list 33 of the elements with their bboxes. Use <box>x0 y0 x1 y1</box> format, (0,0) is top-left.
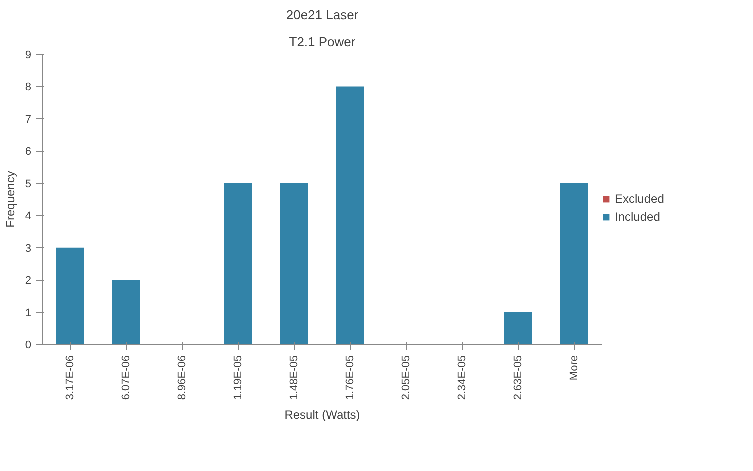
x-tick-label: 6.07E-06 <box>120 355 132 400</box>
y-tick-label: 6 <box>25 146 32 158</box>
y-tick-label: 9 <box>25 50 32 62</box>
bar <box>336 86 364 344</box>
legend-label: Excluded <box>615 192 664 206</box>
legend-label: Included <box>615 210 660 224</box>
x-tick-label: 2.63E-05 <box>512 355 524 400</box>
y-tick-label: 0 <box>25 340 32 352</box>
x-tick-label: 2.34E-05 <box>456 355 468 400</box>
x-tick-label: 1.76E-05 <box>344 355 356 400</box>
bar <box>504 312 532 344</box>
x-tick-label: 3.17E-06 <box>64 355 76 400</box>
y-tick-label: 2 <box>25 275 32 288</box>
x-tick-label: 8.96E-06 <box>176 355 188 400</box>
y-tick-label: 1 <box>25 307 32 320</box>
chart-title: 20e21 Laser <box>286 8 360 22</box>
x-axis-title: Result (Watts) <box>284 408 360 422</box>
bar <box>56 248 84 344</box>
x-tick-label: 2.05E-05 <box>400 355 412 400</box>
x-tick-label: 1.48E-05 <box>288 355 300 400</box>
y-tick-label: 8 <box>25 82 32 94</box>
bar <box>280 183 308 344</box>
y-tick-label: 5 <box>25 178 32 190</box>
y-tick-label: 3 <box>25 242 32 255</box>
chart-subtitle: T2.1 Power <box>289 34 356 50</box>
y-axis-title: Frequency <box>3 171 18 228</box>
x-tick-label: 1.19E-05 <box>232 355 244 400</box>
y-tick-label: 7 <box>25 114 32 126</box>
bar <box>224 183 252 344</box>
bar <box>560 183 588 344</box>
x-tick-label: More <box>568 356 580 381</box>
y-tick-label: 4 <box>25 210 32 223</box>
bar <box>112 280 140 344</box>
